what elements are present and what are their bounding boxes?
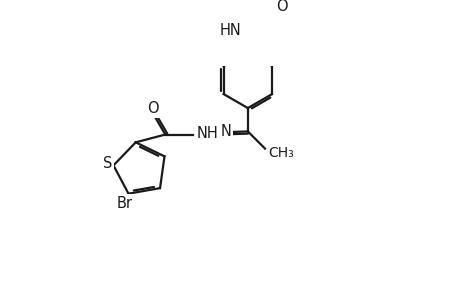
Text: S: S — [103, 156, 112, 171]
Text: NH: NH — [196, 126, 218, 141]
Text: HN: HN — [219, 23, 241, 38]
Text: O: O — [276, 0, 287, 14]
Text: O: O — [147, 101, 158, 116]
Text: N: N — [220, 124, 231, 139]
Text: Br: Br — [116, 196, 132, 211]
Text: CH₃: CH₃ — [268, 146, 293, 160]
